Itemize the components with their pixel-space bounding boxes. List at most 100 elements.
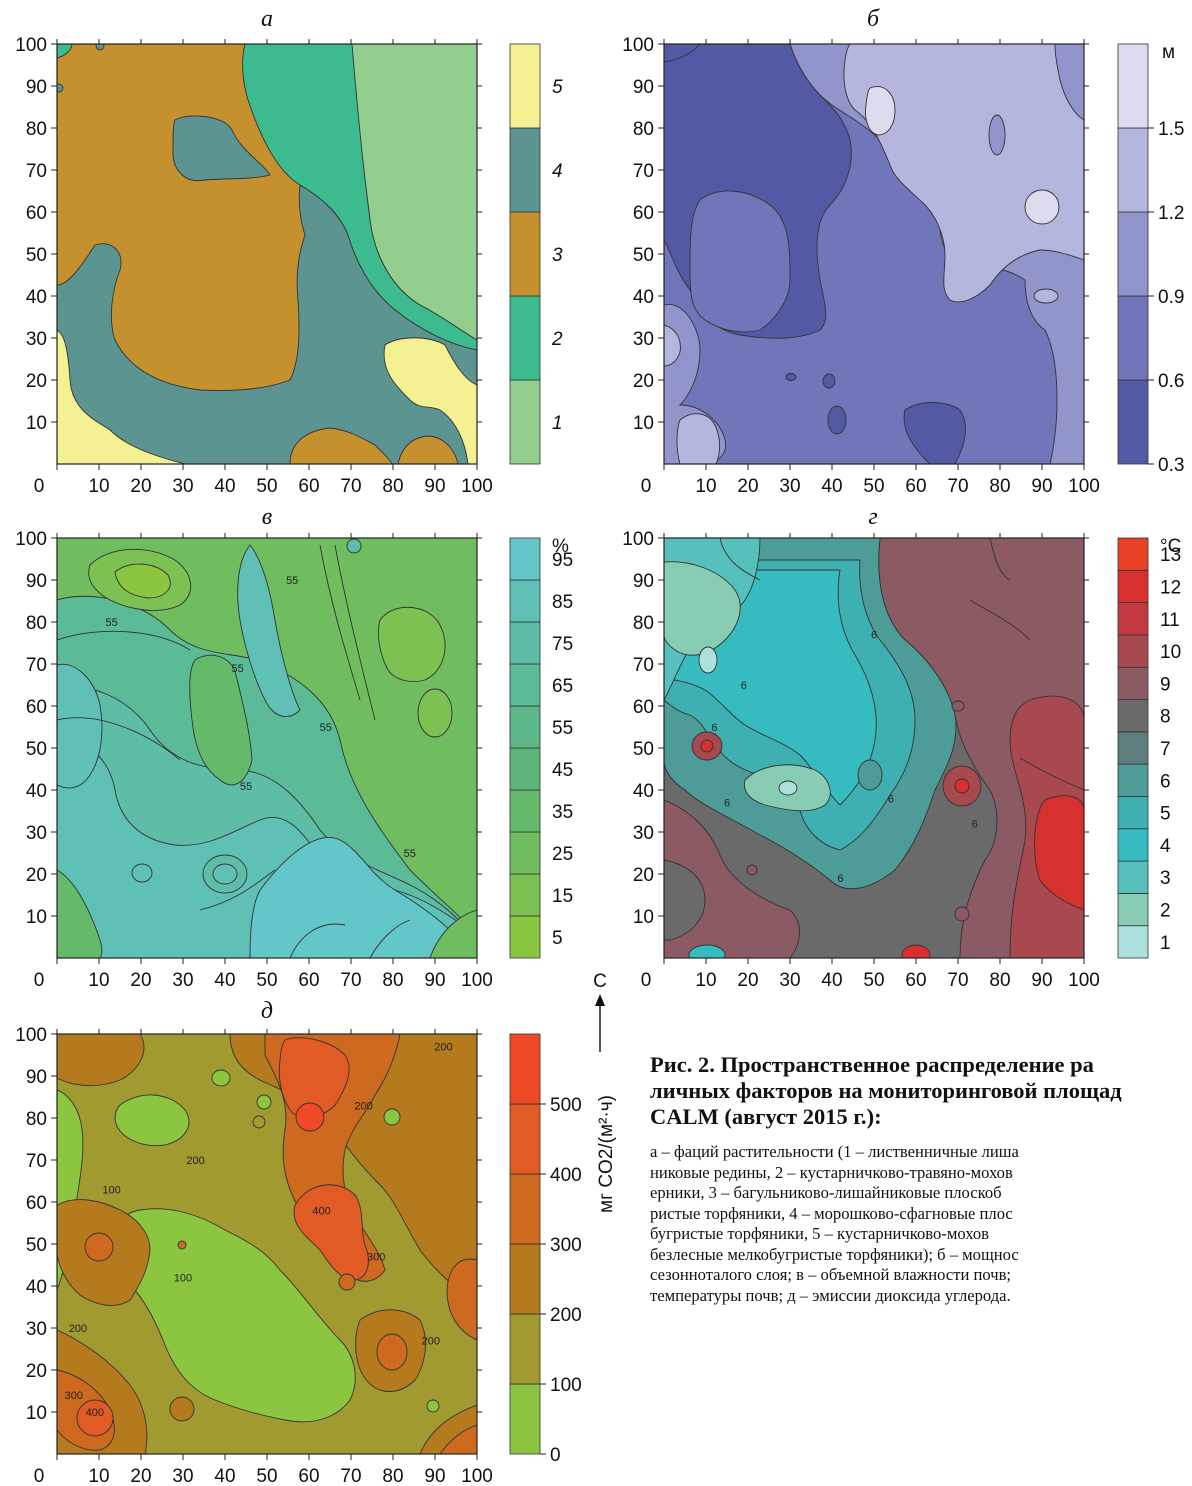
x-tick-label: 40 [214, 1466, 235, 1486]
panel-b-colorbar: 0.3 0.6 0.9 1.2 1.5 м [1117, 42, 1184, 476]
band-0.9-1.2-ridge [1054, 44, 1084, 121]
x-tick-label: 10 [88, 970, 109, 991]
colorbar-swatch [1117, 43, 1149, 129]
emission-southeast-corner-b [439, 1424, 477, 1454]
colorbar-level-label: 13 [1160, 545, 1181, 566]
colorbar-level-label: 1 [1160, 933, 1171, 954]
y-tick-label: 20 [633, 865, 654, 886]
y-tick-label: 50 [633, 739, 654, 760]
contour-label: 300 [367, 1252, 385, 1264]
y-tick-label: 50 [26, 1235, 47, 1256]
y-tick-label: 60 [633, 203, 654, 224]
emission-low-northwest [114, 1094, 190, 1147]
contour-label: 200 [354, 1100, 372, 1112]
colorbar-swatch [509, 537, 541, 581]
contour-label: 6 [871, 630, 877, 642]
colorbar-level-label: 0.9 [1158, 287, 1184, 308]
colorbar-swatch [509, 663, 541, 707]
colorbar-swatch [509, 831, 541, 875]
x-tick-label: 20 [737, 970, 758, 991]
colorbar-level-label: 100 [550, 1375, 582, 1396]
y-tick-label: 20 [26, 371, 47, 392]
y-tick-label: 60 [26, 1193, 47, 1214]
y-tick-label: 60 [633, 697, 654, 718]
x-tick-label: 20 [130, 970, 151, 991]
moisture-north-spot [346, 538, 362, 554]
colorbar-class-label: 5 [552, 77, 563, 98]
north-arrow: С [593, 971, 607, 1052]
moisture-east-dry [377, 606, 446, 682]
colorbar-class-label: 2 [551, 329, 563, 350]
colorbar-level-label: 0.6 [1158, 371, 1184, 392]
x-tick-label: 70 [947, 970, 968, 991]
contour-label: 55 [105, 617, 117, 629]
panel-b: 0 10 20 30 40 50 60 70 80 90 100 10 20 30 40 50 60 70 80 90… [622, 6, 1184, 497]
x-tick-label: 100 [461, 1466, 493, 1486]
panel-b-title: б [867, 6, 880, 32]
facies-5-area-b [383, 337, 477, 464]
y-tick-label: 30 [26, 1319, 47, 1340]
colorbar-swatch [1117, 379, 1149, 465]
y-tick-label: 100 [622, 35, 654, 56]
colorbar-swatch [509, 1173, 541, 1245]
emission-low-spot-a [211, 1069, 231, 1087]
x-tick-label: 80 [989, 476, 1010, 497]
colorbar-swatch [509, 295, 541, 381]
y-tick-label: 10 [26, 907, 47, 928]
x-tick-label: 80 [382, 1466, 403, 1486]
panel-g-title: г [868, 504, 877, 530]
colorbar-level-label: 300 [550, 1235, 582, 1256]
colorbar-unit: % [552, 536, 569, 557]
emission-southeast-peak [376, 1333, 408, 1371]
emission-spot-30-10 [169, 1396, 195, 1422]
panel-a-colorbar: 1 2 3 4 5 [509, 43, 563, 465]
y-tick-label: 70 [26, 655, 47, 676]
x-tick-label: 30 [172, 476, 193, 497]
colorbar-level-label: 12 [1160, 577, 1181, 598]
colorbar-level-label: 5 [552, 928, 563, 949]
x-tick-label: 60 [905, 970, 926, 991]
emission-north-west-high [57, 1034, 145, 1087]
colorbar-swatch [1117, 925, 1149, 959]
x-tick-label: 100 [461, 476, 493, 497]
figure-caption: Рис. 2. Пространственное распределение р… [650, 1052, 1192, 1306]
y-tick-label: 80 [26, 1109, 47, 1130]
y-tick-label: 100 [622, 529, 654, 550]
colorbar-swatch [1117, 569, 1149, 604]
colorbar-swatch [509, 747, 541, 791]
band-1.5-top-area-b [1024, 189, 1060, 225]
colorbar-level-label: 0.3 [1158, 455, 1184, 476]
colorbar-level-label: 75 [552, 634, 573, 655]
emission-low-spot-b [383, 1108, 401, 1126]
y-tick-label: 60 [26, 697, 47, 718]
colorbar-level-label: 200 [550, 1305, 582, 1326]
panel-d-colorbar: 0 100 200 300 400 500 мг CO2/(м²·ч) [509, 1033, 617, 1466]
temp-spot-b [954, 906, 970, 922]
facies-4-area-b [172, 115, 271, 182]
emission-east-high [446, 1258, 477, 1341]
contour-label: 200 [186, 1155, 204, 1167]
colorbar-swatch [1117, 602, 1149, 636]
colorbar-swatch [509, 579, 541, 623]
x-tick-label: 40 [821, 970, 842, 991]
contour-label: 200 [69, 1323, 87, 1335]
y-tick-label: 30 [26, 823, 47, 844]
band-0.3-0.6-spot-c [827, 405, 847, 435]
colorbar-level-label: 4 [1160, 836, 1171, 857]
x-tick-label: 70 [340, 1466, 361, 1486]
temp-northwest-min [698, 646, 718, 674]
x-tick-label: 0 [34, 1466, 45, 1486]
band-1.2-1.5-area [843, 44, 1084, 303]
y-tick-label: 10 [26, 1403, 47, 1424]
x-tick-label: 30 [779, 476, 800, 497]
y-tick-label: 30 [633, 823, 654, 844]
moisture-local-spot [131, 863, 153, 883]
colorbar-class-label: 3 [552, 245, 563, 266]
colorbar-level-label: 400 [550, 1165, 582, 1186]
colorbar-swatch [1117, 828, 1149, 862]
colorbar-level-label: 25 [552, 844, 573, 865]
colorbar-level-label: 85 [552, 592, 573, 613]
x-tick-label: 60 [905, 476, 926, 497]
facies-4-area [57, 184, 477, 464]
